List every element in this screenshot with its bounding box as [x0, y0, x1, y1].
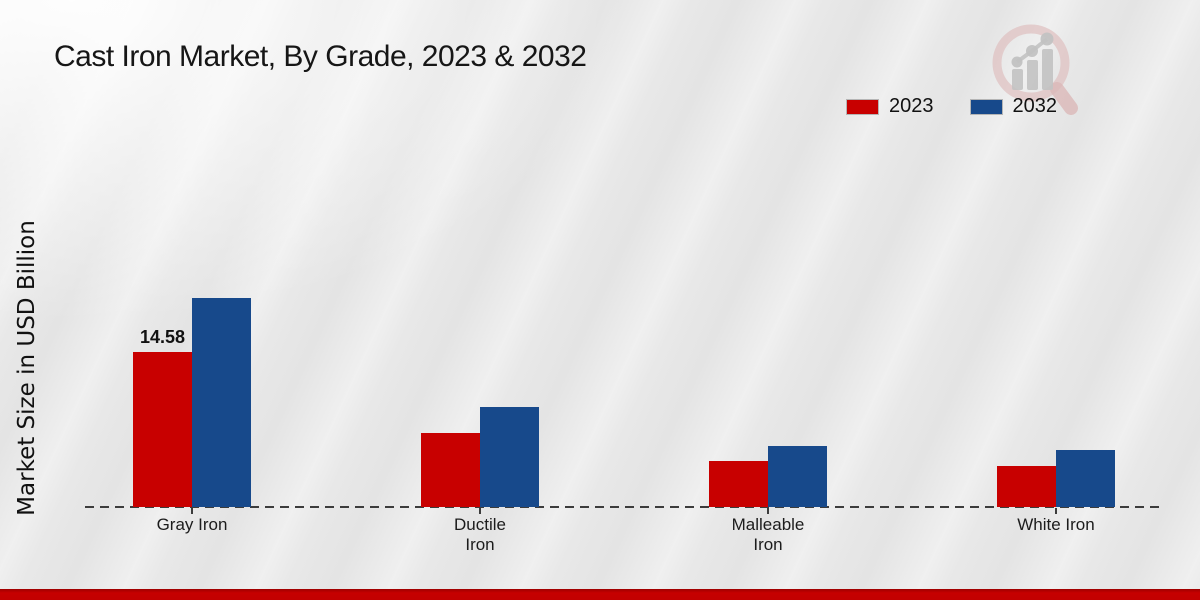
bar-2032-gray-iron: [192, 298, 251, 507]
bottom-accent-bar: [0, 589, 1200, 600]
bar-2023-malleable-iron: [709, 461, 768, 507]
x-axis-tick: [479, 508, 481, 514]
legend: 2023 2032: [846, 95, 1057, 118]
bar-2023-ductile-iron: [421, 433, 480, 507]
legend-item-2023: 2023: [846, 95, 934, 118]
x-axis-category-label: White Iron: [1017, 515, 1095, 534]
x-axis-tick: [1055, 508, 1057, 514]
legend-label-2023: 2023: [889, 95, 934, 117]
legend-item-2032: 2032: [969, 95, 1058, 118]
x-axis-baseline: [85, 506, 1165, 508]
bar-2032-ductile-iron: [480, 407, 539, 507]
legend-swatch-2023-icon: [846, 98, 879, 115]
x-axis-category-label: Malleable Iron: [731, 515, 805, 555]
legend-swatch-2032-icon: [969, 98, 1003, 115]
bar-2032-malleable-iron: [768, 446, 827, 507]
x-axis-category-label: Gray Iron: [156, 515, 228, 534]
x-axis-tick: [767, 508, 769, 514]
legend-label-2032: 2032: [1012, 95, 1058, 117]
bar-2032-white-iron: [1056, 450, 1115, 507]
bar-2023-white-iron: [997, 466, 1056, 507]
bar-value-label: 14.58: [139, 327, 186, 347]
bar-2023-gray-iron: [133, 352, 192, 507]
magnifier-bar-chart-logo-icon: [992, 24, 1078, 115]
x-axis-tick: [191, 508, 193, 514]
chart-title: Cast Iron Market, By Grade, 2023 & 2032: [54, 40, 587, 73]
x-axis-category-label: Ductile Iron: [454, 515, 506, 555]
